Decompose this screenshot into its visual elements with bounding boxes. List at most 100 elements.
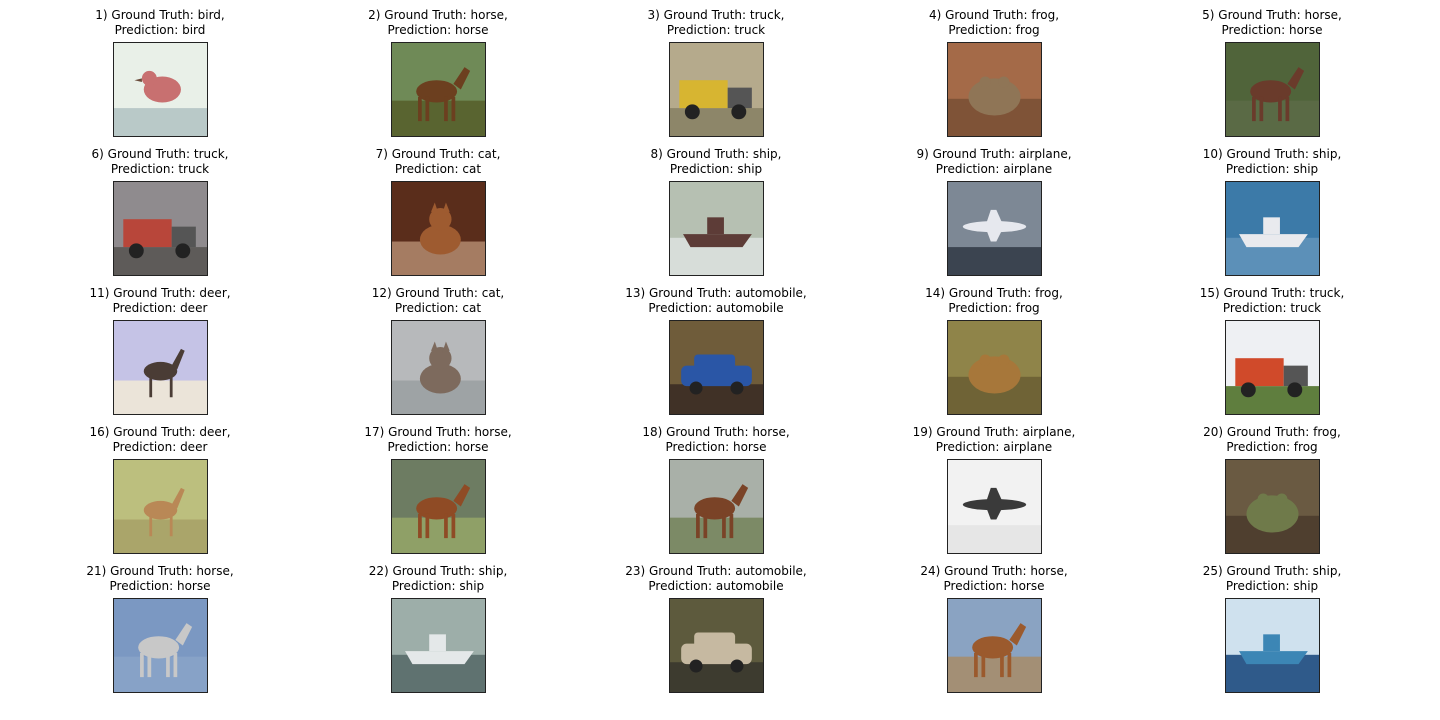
ground-truth-label: 24) Ground Truth: horse, xyxy=(920,564,1068,578)
thumbnail-image xyxy=(112,320,208,415)
prediction-label: Prediction: horse xyxy=(943,579,1045,593)
ground-truth-label: 17) Ground Truth: horse, xyxy=(364,425,512,439)
thumbnail-image xyxy=(1224,181,1320,276)
thumbnail-image xyxy=(946,320,1042,415)
grid-cell: 5) Ground Truth: horse, Prediction: horse xyxy=(1142,8,1402,137)
prediction-label: Prediction: frog xyxy=(948,23,1040,37)
ground-truth-label: 22) Ground Truth: ship, xyxy=(368,564,508,578)
ground-truth-label: 7) Ground Truth: cat, xyxy=(375,147,501,161)
ground-truth-label: 11) Ground Truth: deer, xyxy=(89,286,231,300)
prediction-label: Prediction: automobile xyxy=(648,301,784,315)
ground-truth-label: 12) Ground Truth: cat, xyxy=(371,286,505,300)
prediction-label: Prediction: truck xyxy=(666,23,766,37)
grid-cell: 24) Ground Truth: horse, Prediction: hors… xyxy=(864,564,1124,693)
prediction-label: Prediction: cat xyxy=(394,301,482,315)
thumbnail-image xyxy=(946,42,1042,137)
thumbnail-image xyxy=(390,598,486,693)
prediction-label: Prediction: airplane xyxy=(935,162,1053,176)
thumbnail-image xyxy=(1224,42,1320,137)
grid-cell: 11) Ground Truth: deer, Prediction: deer xyxy=(30,286,290,415)
thumbnail-image xyxy=(1224,598,1320,693)
prediction-label: Prediction: airplane xyxy=(935,440,1053,454)
grid-cell: 17) Ground Truth: horse, Prediction: hors… xyxy=(308,425,568,554)
grid-cell: 2) Ground Truth: horse, Prediction: horse xyxy=(308,8,568,137)
prediction-label: Prediction: automobile xyxy=(648,579,784,593)
ground-truth-label: 9) Ground Truth: airplane, xyxy=(916,147,1072,161)
ground-truth-label: 8) Ground Truth: ship, xyxy=(650,147,782,161)
grid-cell: 7) Ground Truth: cat, Prediction: cat xyxy=(308,147,568,276)
thumbnail-image xyxy=(390,459,486,554)
thumbnail-image xyxy=(668,42,764,137)
grid-cell: 16) Ground Truth: deer, Prediction: deer xyxy=(30,425,290,554)
thumbnail-image xyxy=(668,459,764,554)
prediction-label: Prediction: ship xyxy=(391,579,485,593)
ground-truth-label: 21) Ground Truth: horse, xyxy=(86,564,234,578)
prediction-label: Prediction: deer xyxy=(112,440,208,454)
ground-truth-label: 6) Ground Truth: truck, xyxy=(91,147,229,161)
prediction-label: Prediction: deer xyxy=(112,301,208,315)
ground-truth-label: 5) Ground Truth: horse, xyxy=(1202,8,1342,22)
grid-cell: 19) Ground Truth: airplane, Prediction: a… xyxy=(864,425,1124,554)
prediction-label: Prediction: horse xyxy=(1221,23,1323,37)
thumbnail-image xyxy=(1224,459,1320,554)
grid-cell: 8) Ground Truth: ship, Prediction: ship xyxy=(586,147,846,276)
ground-truth-label: 16) Ground Truth: deer, xyxy=(89,425,231,439)
ground-truth-label: 15) Ground Truth: truck, xyxy=(1199,286,1345,300)
thumbnail-image xyxy=(668,320,764,415)
prediction-label: Prediction: ship xyxy=(1225,579,1319,593)
prediction-label: Prediction: bird xyxy=(114,23,206,37)
prediction-label: Prediction: horse xyxy=(387,23,489,37)
thumbnail-image xyxy=(390,181,486,276)
grid-cell: 14) Ground Truth: frog, Prediction: frog xyxy=(864,286,1124,415)
thumbnail-image xyxy=(390,42,486,137)
grid-cell: 18) Ground Truth: horse, Prediction: hors… xyxy=(586,425,846,554)
thumbnail-image xyxy=(112,181,208,276)
thumbnail-image xyxy=(112,598,208,693)
grid-cell: 13) Ground Truth: automobile, Prediction:… xyxy=(586,286,846,415)
prediction-label: Prediction: horse xyxy=(665,440,767,454)
grid-cell: 12) Ground Truth: cat, Prediction: cat xyxy=(308,286,568,415)
prediction-label: Prediction: horse xyxy=(387,440,489,454)
grid-cell: 20) Ground Truth: frog, Prediction: frog xyxy=(1142,425,1402,554)
grid-cell: 23) Ground Truth: automobile, Prediction:… xyxy=(586,564,846,693)
ground-truth-label: 13) Ground Truth: automobile, xyxy=(625,286,807,300)
ground-truth-label: 4) Ground Truth: frog, xyxy=(928,8,1060,22)
prediction-label: Prediction: frog xyxy=(1226,440,1318,454)
grid-cell: 10) Ground Truth: ship, Prediction: ship xyxy=(1142,147,1402,276)
prediction-label: Prediction: truck xyxy=(1222,301,1322,315)
grid-cell: 21) Ground Truth: horse, Prediction: hors… xyxy=(30,564,290,693)
grid-cell: 4) Ground Truth: frog, Prediction: frog xyxy=(864,8,1124,137)
thumbnail-image xyxy=(112,459,208,554)
grid-cell: 25) Ground Truth: ship, Prediction: ship xyxy=(1142,564,1402,693)
prediction-label: Prediction: ship xyxy=(1225,162,1319,176)
prediction-label: Prediction: frog xyxy=(948,301,1040,315)
thumbnail-image xyxy=(946,598,1042,693)
ground-truth-label: 1) Ground Truth: bird, xyxy=(95,8,225,22)
prediction-label: Prediction: cat xyxy=(394,162,482,176)
ground-truth-label: 19) Ground Truth: airplane, xyxy=(912,425,1076,439)
ground-truth-label: 10) Ground Truth: ship, xyxy=(1202,147,1342,161)
ground-truth-label: 14) Ground Truth: frog, xyxy=(925,286,1063,300)
ground-truth-label: 23) Ground Truth: automobile, xyxy=(625,564,807,578)
thumbnail-image xyxy=(668,598,764,693)
ground-truth-label: 3) Ground Truth: truck, xyxy=(647,8,785,22)
prediction-label: Prediction: truck xyxy=(110,162,210,176)
thumbnail-image xyxy=(946,181,1042,276)
grid-cell: 3) Ground Truth: truck, Prediction: truck xyxy=(586,8,846,137)
ground-truth-label: 20) Ground Truth: frog, xyxy=(1203,425,1341,439)
grid-cell: 9) Ground Truth: airplane, Prediction: ai… xyxy=(864,147,1124,276)
thumbnail-image xyxy=(1224,320,1320,415)
grid-cell: 15) Ground Truth: truck, Prediction: truc… xyxy=(1142,286,1402,415)
prediction-label: Prediction: ship xyxy=(669,162,763,176)
grid-cell: 22) Ground Truth: ship, Prediction: ship xyxy=(308,564,568,693)
ground-truth-label: 18) Ground Truth: horse, xyxy=(642,425,790,439)
thumbnail-image xyxy=(946,459,1042,554)
ground-truth-label: 25) Ground Truth: ship, xyxy=(1202,564,1342,578)
thumbnail-image xyxy=(112,42,208,137)
grid-cell: 6) Ground Truth: truck, Prediction: truck xyxy=(30,147,290,276)
thumbnail-image xyxy=(390,320,486,415)
prediction-label: Prediction: horse xyxy=(109,579,211,593)
thumbnail-image xyxy=(668,181,764,276)
ground-truth-label: 2) Ground Truth: horse, xyxy=(368,8,508,22)
grid-cell: 1) Ground Truth: bird, Prediction: bird xyxy=(30,8,290,137)
